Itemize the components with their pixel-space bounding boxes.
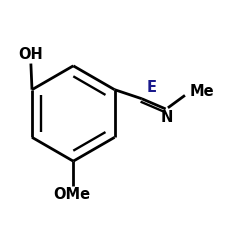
Text: OH: OH — [18, 47, 43, 62]
Text: N: N — [160, 110, 172, 125]
Text: OMe: OMe — [54, 187, 90, 202]
Text: Me: Me — [189, 84, 213, 99]
Text: E: E — [146, 80, 156, 95]
